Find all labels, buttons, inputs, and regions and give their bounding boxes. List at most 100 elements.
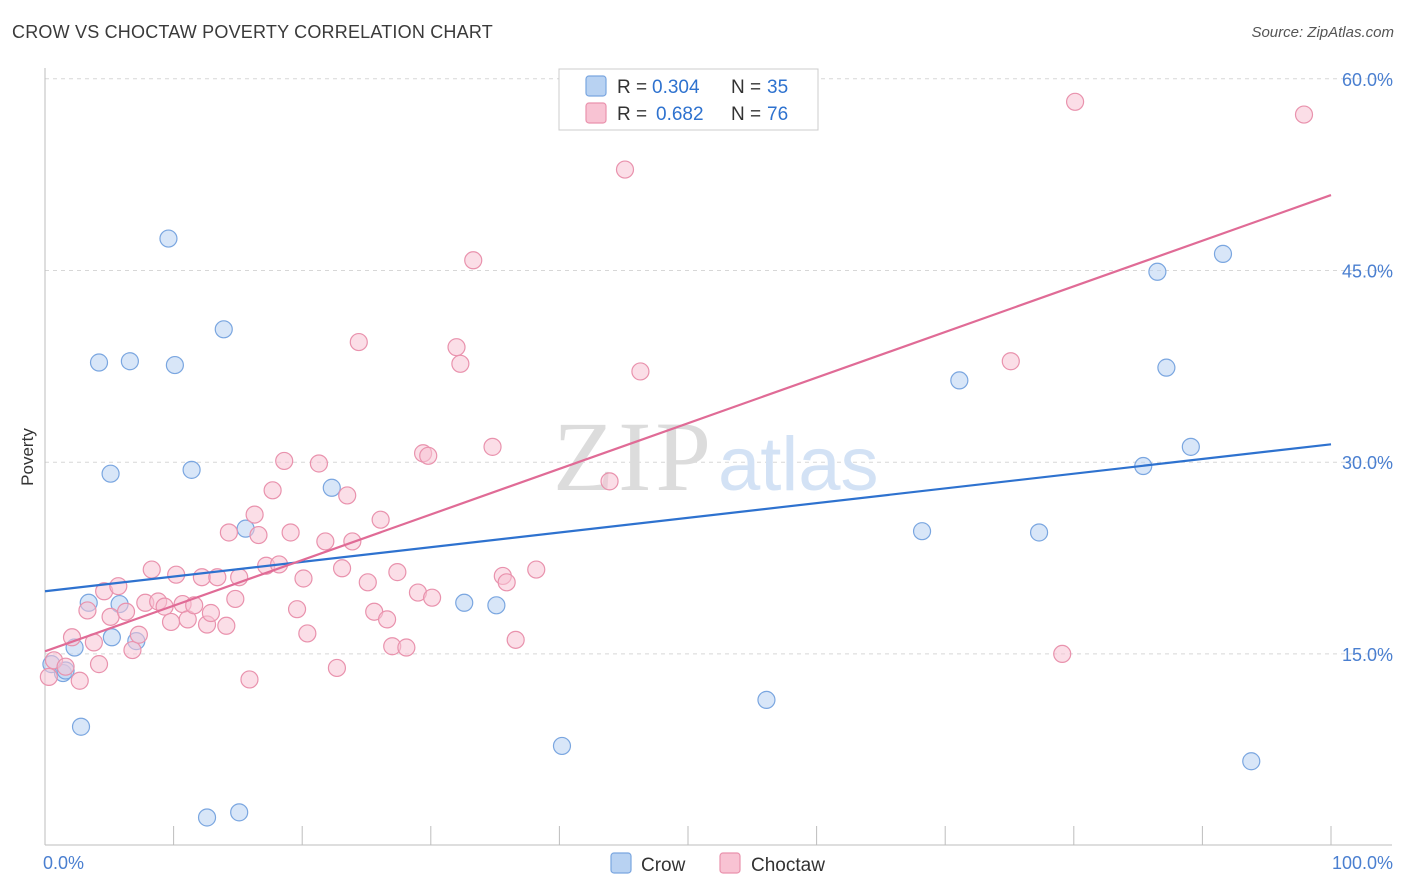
choctaw-point-52 bbox=[377, 610, 397, 629]
choctaw-point-25 bbox=[201, 603, 220, 623]
choctaw-point-7 bbox=[89, 655, 109, 674]
crow-point-13 bbox=[165, 355, 184, 375]
choctaw-point-71 bbox=[1001, 352, 1020, 371]
choctaw-point-40 bbox=[294, 569, 313, 588]
crow-point-17 bbox=[230, 803, 249, 822]
choctaw-point-58 bbox=[419, 446, 438, 465]
choctaw-point-0 bbox=[39, 667, 58, 687]
crow-point-22 bbox=[552, 736, 572, 756]
crow-point-29 bbox=[1157, 358, 1176, 377]
y-tick-label-0: 15.0% bbox=[1342, 645, 1393, 665]
y-axis-label: Poverty bbox=[18, 428, 37, 486]
y-tick-label-3: 60.0% bbox=[1342, 70, 1393, 90]
choctaw-point-31 bbox=[240, 670, 259, 689]
crow-point-16 bbox=[214, 320, 233, 339]
chart-title: CROW VS CHOCTAW POVERTY CORRELATION CHAR… bbox=[12, 22, 493, 42]
choctaw-point-28 bbox=[219, 523, 238, 542]
choctaw-point-23 bbox=[192, 568, 211, 587]
choctaw-point-49 bbox=[358, 573, 377, 592]
legend-crow-label: Crow bbox=[641, 855, 686, 876]
choctaw-point-33 bbox=[249, 525, 268, 545]
crow-point-19 bbox=[322, 478, 341, 497]
choctaw-point-41 bbox=[298, 624, 317, 643]
source-credit: Source: ZipAtlas.com bbox=[1251, 24, 1394, 41]
choctaw-point-2 bbox=[56, 657, 75, 676]
y-tick-label-2: 45.0% bbox=[1342, 262, 1393, 282]
choctaw-n-value: 76 bbox=[767, 104, 788, 125]
choctaw-point-72 bbox=[1053, 644, 1072, 664]
choctaw-point-3 bbox=[62, 628, 82, 647]
crow-point-24 bbox=[912, 522, 932, 541]
crow-trend-line bbox=[44, 443, 1332, 593]
choctaw-r-value: 0.682 bbox=[656, 104, 704, 125]
choctaw-point-29 bbox=[226, 589, 245, 609]
choctaw-point-62 bbox=[464, 251, 483, 270]
crow-point-12 bbox=[159, 229, 178, 248]
choctaw-point-42 bbox=[309, 454, 329, 473]
choctaw-point-73 bbox=[1065, 92, 1085, 111]
crow-n-label: N = bbox=[731, 77, 761, 98]
crow-point-15 bbox=[197, 808, 217, 827]
choctaw-swatch bbox=[585, 102, 607, 124]
choctaw-point-65 bbox=[497, 573, 516, 592]
choctaw-r-label: R = bbox=[617, 104, 647, 125]
choctaw-point-55 bbox=[397, 638, 416, 657]
choctaw-point-35 bbox=[263, 481, 282, 500]
crow-r-value: 0.304 bbox=[652, 77, 700, 98]
crow-point-8 bbox=[102, 628, 121, 647]
choctaw-point-66 bbox=[506, 630, 525, 649]
crow-point-20 bbox=[455, 593, 474, 612]
choctaw-point-4 bbox=[70, 671, 89, 690]
choctaw-point-67 bbox=[527, 560, 546, 579]
choctaw-point-27 bbox=[217, 616, 236, 635]
crow-point-30 bbox=[1181, 437, 1200, 456]
choctaw-point-44 bbox=[327, 658, 347, 678]
choctaw-point-43 bbox=[316, 532, 335, 551]
x-tick-label-0: 0.0% bbox=[43, 853, 84, 873]
choctaw-point-60 bbox=[447, 338, 466, 357]
choctaw-point-5 bbox=[78, 601, 97, 620]
crow-point-31 bbox=[1213, 244, 1233, 263]
crow-point-4 bbox=[71, 717, 91, 736]
watermark: ZIP atlas bbox=[553, 401, 879, 512]
x-tick-label-1: 100.0% bbox=[1332, 853, 1393, 873]
choctaw-points bbox=[39, 92, 1314, 690]
legend-choctaw-swatch bbox=[719, 852, 741, 874]
tick-labels: 15.0% 30.0% 45.0% 60.0% 0.0% 100.0% bbox=[43, 70, 1393, 873]
choctaw-point-70 bbox=[631, 362, 650, 381]
legend-crow-swatch bbox=[610, 852, 632, 874]
crow-n-value: 35 bbox=[767, 77, 788, 98]
stats-legend: R = 0.304 N = 35 R = 0.682 N = 76 bbox=[558, 68, 819, 131]
choctaw-point-18 bbox=[161, 612, 181, 632]
choctaw-point-63 bbox=[483, 437, 502, 456]
choctaw-point-45 bbox=[332, 559, 352, 578]
crow-point-32 bbox=[1242, 752, 1261, 771]
choctaw-point-51 bbox=[371, 510, 390, 529]
choctaw-point-74 bbox=[1294, 105, 1314, 124]
crow-point-14 bbox=[182, 460, 201, 479]
crow-swatch bbox=[585, 75, 607, 97]
choctaw-point-69 bbox=[615, 160, 635, 179]
choctaw-point-46 bbox=[338, 486, 357, 505]
choctaw-point-38 bbox=[281, 523, 300, 542]
choctaw-point-61 bbox=[451, 354, 470, 373]
crow-point-21 bbox=[487, 596, 506, 615]
y-tick-label-1: 30.0% bbox=[1342, 453, 1393, 473]
crow-point-28 bbox=[1148, 262, 1167, 281]
choctaw-point-37 bbox=[275, 451, 294, 471]
choctaw-point-32 bbox=[245, 505, 264, 524]
choctaw-point-39 bbox=[287, 600, 307, 619]
trend-lines bbox=[44, 194, 1332, 653]
crow-point-6 bbox=[89, 353, 109, 372]
choctaw-point-12 bbox=[123, 640, 142, 660]
choctaw-point-59 bbox=[422, 588, 442, 607]
choctaw-point-48 bbox=[349, 332, 368, 352]
watermark-zip: ZIP bbox=[553, 401, 715, 512]
crow-point-26 bbox=[1029, 523, 1049, 542]
choctaw-point-54 bbox=[388, 563, 407, 582]
series-legend: Crow Choctaw bbox=[610, 852, 825, 876]
choctaw-n-label: N = bbox=[731, 104, 761, 125]
crow-point-7 bbox=[101, 464, 120, 483]
legend-choctaw-label: Choctaw bbox=[751, 855, 825, 876]
